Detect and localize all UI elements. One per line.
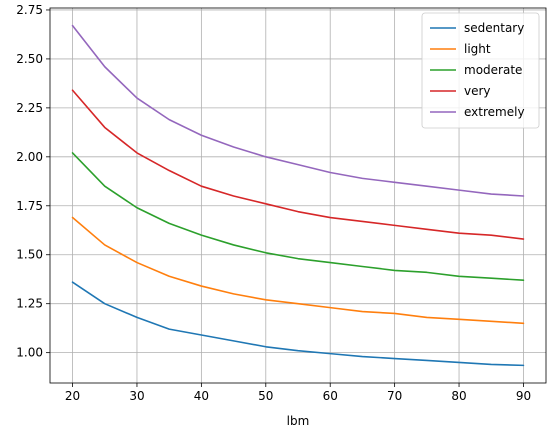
x-tick-label: 40: [194, 389, 209, 403]
x-tick-label: 90: [516, 389, 531, 403]
series-line-sedentary: [71, 281, 525, 367]
y-tick-label: 2.00: [16, 150, 43, 164]
x-tick-label: 70: [387, 389, 402, 403]
y-tick-label: 1.00: [16, 346, 43, 360]
y-axis-ticks: 1.00 1.25 1.50 1.75 2.00 2.25 2.50 2.75: [16, 3, 50, 360]
y-tick-label: 2.75: [16, 3, 43, 17]
y-tick-label: 1.75: [16, 199, 43, 213]
x-tick-label: 60: [323, 389, 338, 403]
legend-label-light: light: [464, 42, 491, 56]
x-axis-ticks: 20 30 40 50 60 70 80 90: [65, 383, 531, 403]
series-line-moderate: [71, 152, 525, 281]
legend: sedentary light moderate very extremely: [421, 12, 540, 129]
legend-label-sedentary: sedentary: [464, 21, 524, 35]
x-tick-label: 20: [65, 389, 80, 403]
x-axis-label: lbm: [287, 414, 310, 428]
legend-label-very: very: [464, 84, 491, 98]
series-line-very: [71, 89, 525, 240]
y-tick-label: 2.25: [16, 101, 43, 115]
plot-area-frame: [49, 7, 547, 384]
legend-label-moderate: moderate: [464, 63, 522, 77]
legend-box: [421, 12, 540, 129]
legend-label-extremely: extremely: [464, 105, 525, 119]
series-lines: [71, 24, 525, 367]
y-tick-label: 1.25: [16, 297, 43, 311]
x-tick-label: 50: [258, 389, 273, 403]
series-line-extremely: [71, 24, 525, 197]
y-tick-label: 2.50: [16, 52, 43, 66]
y-tick-label: 1.50: [16, 248, 43, 262]
x-tick-label: 30: [129, 389, 144, 403]
series-line-light: [71, 216, 525, 325]
x-tick-label: 80: [451, 389, 466, 403]
